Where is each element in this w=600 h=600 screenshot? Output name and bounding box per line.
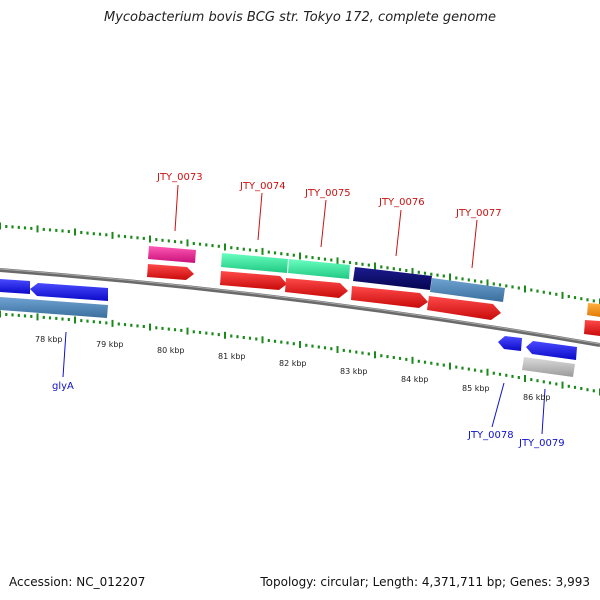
- leader-line-jty-0078: [491, 382, 505, 428]
- map-title: Mycobacterium bovis BCG str. Tokyo 172, …: [104, 10, 496, 25]
- kbp-label-81: 81 kbp: [218, 352, 246, 361]
- gene-label-jty-0077[interactable]: JTY_0077: [455, 208, 502, 219]
- leader-line-jty-0074: [257, 192, 263, 241]
- genome-backbone-highlight: [0, 268, 600, 345]
- cds-arrow-jty-0074[interactable]: [220, 271, 287, 290]
- gene-blue-left-edge[interactable]: [0, 279, 30, 294]
- inner-tick-track: [0, 310, 600, 396]
- topology-summary-text: Topology: circular; Length: 4,371,711 bp…: [260, 575, 590, 589]
- kbp-label-86: 86 kbp: [523, 393, 551, 402]
- leader-line-jty-0079: [541, 388, 546, 435]
- accession-text: Accession: NC_012207: [9, 575, 146, 589]
- cds-arrow-right-edge[interactable]: [584, 320, 600, 336]
- gene-label-jty-0073[interactable]: JTY_0073: [156, 172, 203, 183]
- gene-orange-right-edge[interactable]: [587, 303, 600, 317]
- gene-glya-blue-arrow[interactable]: [30, 283, 108, 301]
- gene-jty-0079-blue-arrow[interactable]: [526, 341, 577, 360]
- kbp-label-84: 84 kbp: [401, 375, 429, 384]
- gene-glya-steel[interactable]: [0, 297, 108, 318]
- cds-arrow-jty-0077[interactable]: [427, 296, 501, 320]
- cds-arrow-jty-0076[interactable]: [351, 286, 428, 308]
- kbp-label-80: 80 kbp: [157, 346, 185, 355]
- kbp-label-83: 83 kbp: [340, 367, 368, 376]
- gene-jty-0077-steel[interactable]: [430, 278, 505, 302]
- gene-label-jty-0075[interactable]: JTY_0075: [304, 188, 351, 199]
- leader-line-jty-0073: [174, 184, 179, 232]
- gene-label-jty-0078[interactable]: JTY_0078: [467, 430, 514, 441]
- leader-line-glya: [62, 331, 67, 378]
- kbp-label-85: 85 kbp: [462, 384, 490, 393]
- genome-backbone: [0, 268, 600, 347]
- gene-jty-0074-mint[interactable]: [221, 253, 288, 273]
- gene-jty-0079-gray[interactable]: [522, 357, 575, 377]
- gene-label-jty-0074[interactable]: JTY_0074: [239, 181, 286, 192]
- cds-arrow-jty-0075[interactable]: [285, 278, 348, 298]
- outer-tick-track: [0, 222, 600, 306]
- leader-line-jty-0077: [471, 219, 478, 269]
- leader-line-jty-0075: [320, 199, 327, 248]
- leader-line-jty-0076: [395, 209, 402, 257]
- gene-label-jty-0076[interactable]: JTY_0076: [378, 197, 425, 208]
- gene-label-glya[interactable]: glyA: [52, 381, 74, 392]
- gene-jty-0075-mint[interactable]: [288, 259, 350, 279]
- gene-jty-0078-blue-arrow[interactable]: [498, 336, 522, 351]
- kbp-label-78: 78 kbp: [35, 335, 63, 344]
- gene-label-jty-0079[interactable]: JTY_0079: [518, 438, 565, 449]
- kbp-label-82: 82 kbp: [279, 359, 307, 368]
- gene-jty-0076-navy[interactable]: [353, 267, 432, 290]
- kbp-label-79: 79 kbp: [96, 340, 124, 349]
- gene-jty-0073-magenta[interactable]: [148, 246, 196, 263]
- cds-arrow-jty-0073[interactable]: [147, 264, 194, 280]
